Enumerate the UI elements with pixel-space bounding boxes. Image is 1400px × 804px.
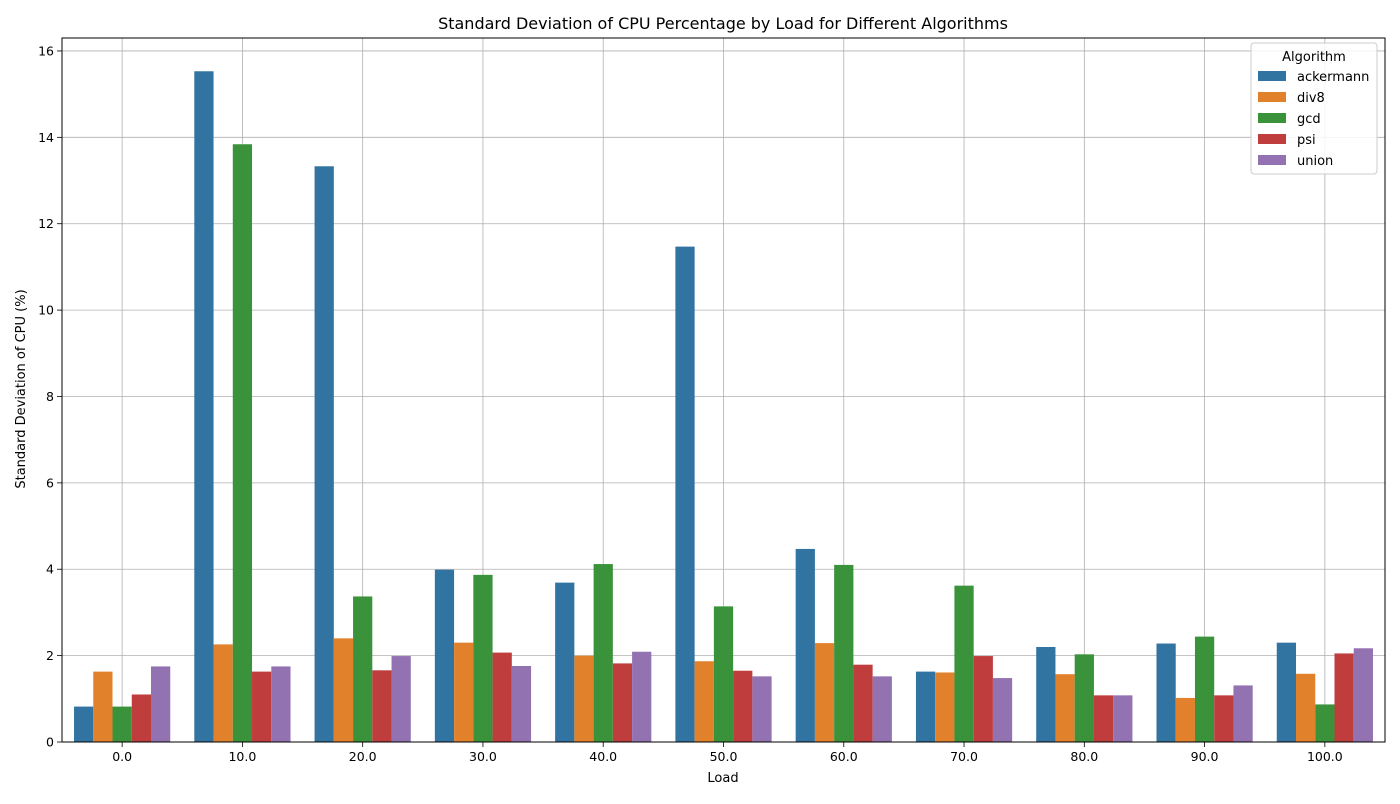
x-tick-label: 70.0 [950,749,978,764]
legend: Algorithm ackermann div8 gcd psi union [1250,42,1378,175]
bar-ackermann [194,71,214,742]
y-tick-label: 2 [46,648,54,663]
legend-label-div8: div8 [1297,91,1325,106]
bar-gcd [112,706,132,742]
bar-div8 [333,638,354,742]
bar-psi [252,671,272,742]
bar-ackermann [1276,642,1296,742]
x-tick-label: 0.0 [112,749,132,764]
bar-psi [612,663,633,742]
bar-div8 [814,643,835,742]
x-tick-label: 100.0 [1307,749,1343,764]
bar-psi [372,670,392,742]
bar-ackermann [74,706,94,742]
bar-gcd [593,564,613,742]
bar-psi [853,664,873,742]
bar-union [632,651,652,742]
legend-label-union: union [1297,154,1333,169]
bar-union [151,666,171,742]
bar-union [511,665,532,742]
y-axis-label: Standard Deviation of CPU (%) [14,289,29,488]
bar-ackermann [555,582,575,742]
bar-psi [733,670,753,742]
bar-ackermann [434,569,455,742]
bar-ackermann [314,166,334,742]
legend-title: Algorithm [1282,50,1346,65]
x-tick-label: 10.0 [228,749,256,764]
axes: 0 2 4 6 8 10 12 14 16 0.0 10.0 20.0 30.0 40.0 50.0 60.0… [38,37,1386,764]
bar-union [1113,695,1133,742]
bar-gcd [353,596,373,742]
x-tick-label: 90.0 [1191,749,1219,764]
bar-union [391,656,411,742]
bar-psi [973,656,993,742]
x-tick-label: 40.0 [589,749,617,764]
y-tick-label: 0 [46,735,54,750]
bar-gcd [713,606,734,742]
legend-swatch-union [1258,155,1286,165]
bar-union [271,666,291,742]
y-tick-label: 14 [38,130,54,145]
bar-psi [492,652,512,742]
bar-gcd [1194,636,1215,742]
legend-swatch-ackermann [1258,71,1286,81]
bar-div8 [454,642,474,742]
legend-swatch-div8 [1258,92,1286,102]
legend-label-psi: psi [1297,133,1316,148]
bar-div8 [1175,697,1195,742]
x-tick-label: 30.0 [469,749,497,764]
bar-psi [1334,653,1354,742]
bar-ackermann [915,671,936,742]
y-tick-label: 12 [38,216,54,231]
chart-title: Standard Deviation of CPU Percentage by … [438,14,1008,33]
y-tick-label: 16 [38,43,54,58]
x-tick-label: 80.0 [1070,749,1098,764]
bar-div8 [1295,673,1316,742]
plot-frame [61,37,1386,743]
bars [74,71,1373,742]
bar-ackermann [675,246,695,742]
bar-gcd [1315,704,1335,742]
bar-psi [131,694,152,742]
y-tick-label: 6 [46,475,54,490]
bar-gcd [954,585,974,742]
legend-swatch-gcd [1258,113,1286,123]
y-tick-label: 10 [38,303,54,318]
bar-gcd [232,144,253,742]
bar-div8 [935,672,955,742]
bar-div8 [213,644,233,742]
legend-label-ackermann: ackermann [1297,70,1369,85]
bar-div8 [574,655,594,742]
bar-union [1233,685,1253,742]
y-tick-label: 4 [46,562,54,577]
bar-gcd [473,574,493,742]
bar-union [872,676,892,742]
bar-ackermann [1156,643,1176,742]
bar-gcd [834,564,854,742]
x-tick-label: 60.0 [830,749,858,764]
bar-div8 [1055,674,1075,742]
x-axis-label: Load [707,771,738,786]
bar-psi [1093,695,1114,742]
legend-label-gcd: gcd [1297,112,1321,127]
bar-div8 [694,661,714,742]
bar-div8 [93,671,113,742]
x-tick-label: 50.0 [710,749,738,764]
bar-union [1353,648,1373,742]
bar-gcd [1074,654,1094,742]
bar-union [752,676,772,742]
y-tick-label: 8 [46,389,54,404]
bar-psi [1214,695,1234,742]
legend-swatch-psi [1258,134,1286,144]
x-tick-label: 20.0 [349,749,377,764]
bar-union [992,678,1013,742]
bar-ackermann [1036,646,1056,742]
bar-ackermann [795,548,815,742]
